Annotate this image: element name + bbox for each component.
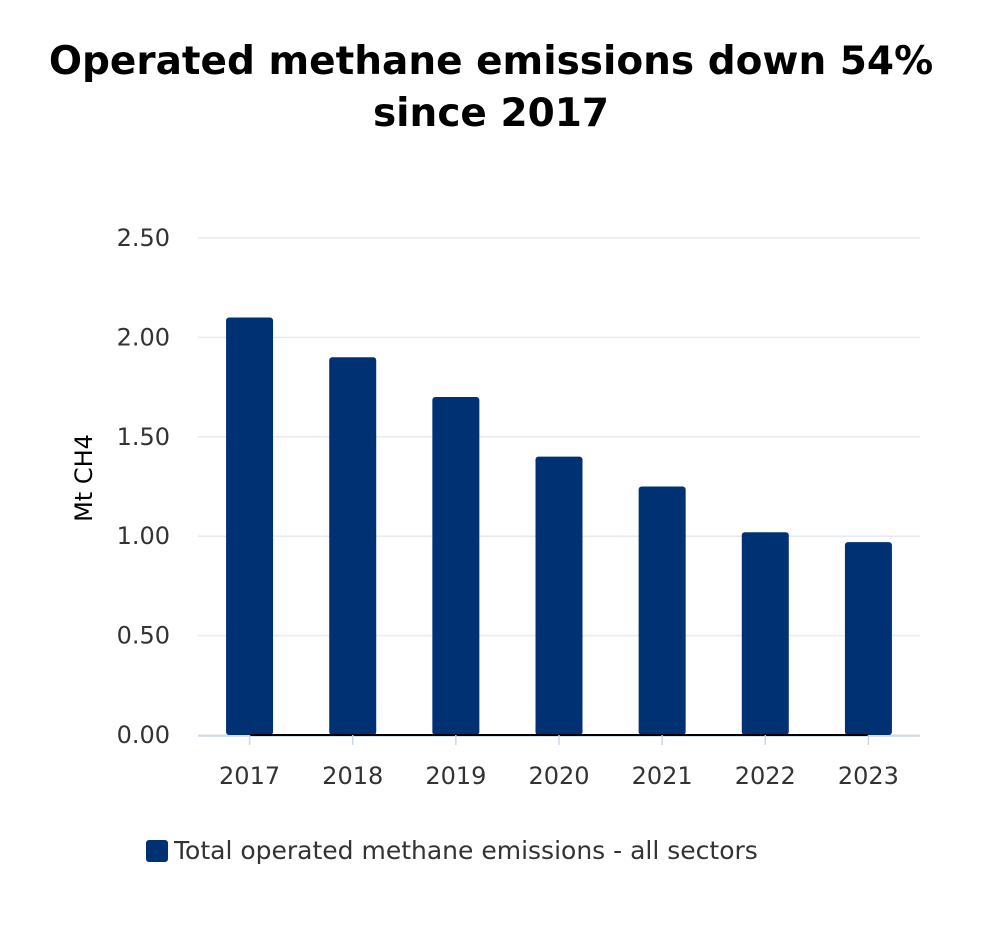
legend: Total operated methane emissions - all s… <box>146 836 758 865</box>
y-tick-label: 2.50 <box>117 224 170 252</box>
y-tick-label: 0.00 <box>117 721 170 749</box>
x-tick-label: 2022 <box>735 762 796 790</box>
x-tick-label: 2019 <box>425 762 486 790</box>
x-tick-label: 2020 <box>528 762 589 790</box>
bar-2019 <box>432 397 480 735</box>
bar-2020 <box>535 456 583 735</box>
y-tick-label: 2.00 <box>117 323 170 351</box>
bar-2022 <box>741 532 789 735</box>
bar-2023 <box>844 542 892 735</box>
bar-2017 <box>226 317 274 735</box>
x-tick-label: 2023 <box>838 762 899 790</box>
y-tick-label: 0.50 <box>117 622 170 650</box>
y-axis-title: Mt CH4 <box>70 434 98 522</box>
bar-2018 <box>329 357 377 735</box>
x-axis-ticks: 2017 2018 2019 2020 2021 2022 2023 <box>219 735 899 790</box>
y-tick-label: 1.50 <box>117 423 170 451</box>
y-tick-label: 1.00 <box>117 522 170 550</box>
chart-title-line-2: since 2017 <box>372 91 610 136</box>
bar-2021 <box>638 486 686 735</box>
legend-label: Total operated methane emissions - all s… <box>174 836 758 865</box>
legend-swatch <box>146 839 168 862</box>
x-tick-label: 2021 <box>632 762 693 790</box>
x-tick-label: 2017 <box>219 762 280 790</box>
x-tick-label: 2018 <box>322 762 383 790</box>
chart-title-line-1: Operated methane emissions down 54% <box>48 39 934 84</box>
bars <box>226 317 892 735</box>
chart-title: Operated methane emissions down 54% sinc… <box>0 36 982 140</box>
y-axis-ticks: 0.00 0.50 1.00 1.50 2.00 2.50 <box>117 224 170 749</box>
